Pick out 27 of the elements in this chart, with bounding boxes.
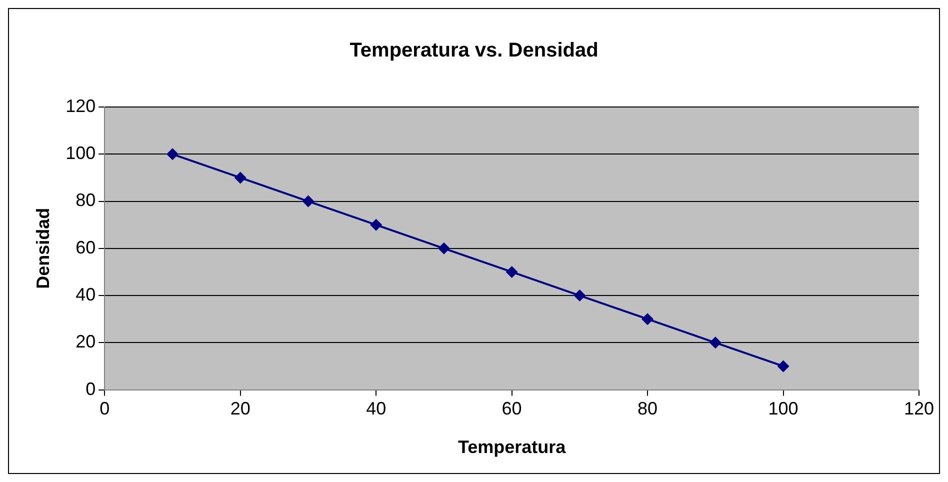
y-axis-title: Densidad bbox=[32, 208, 53, 289]
point bbox=[642, 313, 654, 326]
y-tick-label: 0 bbox=[86, 378, 96, 399]
chart-title: Temperatura vs. Densidad bbox=[350, 40, 598, 62]
point bbox=[777, 360, 790, 372]
point bbox=[574, 290, 586, 302]
y-tick-label: 20 bbox=[76, 332, 96, 352]
point bbox=[234, 172, 246, 184]
x-tick-label: 80 bbox=[638, 398, 658, 419]
x-tick-label: 60 bbox=[502, 398, 522, 419]
point bbox=[370, 218, 382, 231]
point bbox=[438, 242, 450, 254]
y-tick-label: 40 bbox=[76, 284, 96, 304]
point bbox=[506, 266, 518, 278]
point bbox=[302, 195, 314, 208]
x-tick-label: 40 bbox=[366, 398, 386, 419]
x-tick-label: 0 bbox=[100, 398, 110, 419]
y-tick-label: 120 bbox=[66, 96, 96, 116]
y-tick-label: 80 bbox=[76, 190, 96, 210]
x-tick-label: 100 bbox=[768, 398, 798, 419]
y-tick-label: 60 bbox=[76, 237, 96, 258]
point bbox=[166, 148, 178, 160]
point bbox=[709, 336, 722, 349]
y-tick-label: 100 bbox=[66, 143, 96, 164]
x-axis-title: Temperatura bbox=[458, 437, 567, 458]
x-tick-label: 120 bbox=[904, 398, 934, 419]
x-tick-label: 20 bbox=[230, 398, 250, 419]
